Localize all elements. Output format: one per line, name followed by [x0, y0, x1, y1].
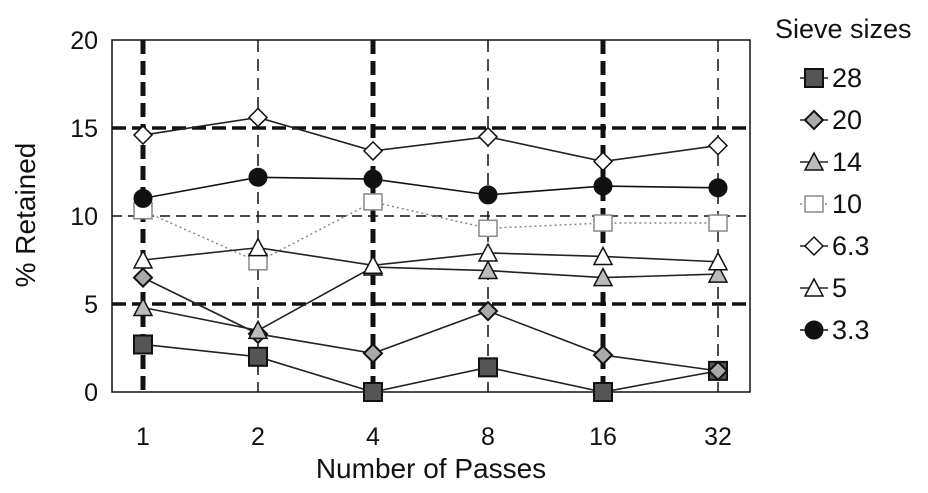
legend-label: 5 [832, 273, 847, 303]
y-tick-label: 10 [70, 203, 98, 231]
legend-label: 6.3 [832, 231, 870, 261]
data-point [707, 263, 729, 283]
x-tick-label: 32 [704, 423, 732, 451]
legend-marker [804, 68, 824, 88]
series-28 [133, 334, 728, 402]
legend-marker [804, 195, 824, 213]
series-line [142, 266, 719, 332]
y-axis-ticks: 0 5 10 15 20 [70, 27, 98, 407]
legend-label: 28 [832, 63, 862, 93]
legend: 28 20 14 10 6.3 5 3.3 [800, 63, 870, 345]
x-axis-title: Number of Passes [316, 453, 546, 484]
legend-marker [803, 151, 825, 171]
data-point [132, 267, 154, 289]
legend-marker [804, 320, 824, 340]
data-point [477, 300, 499, 322]
data-point [132, 296, 154, 317]
data-point [707, 135, 729, 156]
x-axis-ticks: 1 2 4 8 16 32 [136, 423, 732, 451]
data-point [477, 126, 499, 147]
data-point [478, 357, 498, 378]
y-tick-label: 15 [70, 115, 98, 143]
x-tick-label: 8 [481, 423, 495, 451]
data-point [707, 251, 729, 271]
legend-item: 6.3 [800, 231, 870, 261]
legend-item: 10 [800, 189, 862, 219]
legend-marker [803, 235, 825, 257]
legend-title: Sieve sizes [775, 14, 912, 44]
data-point [363, 193, 383, 211]
series-14 [132, 256, 729, 340]
series-layer [132, 107, 729, 402]
data-point [478, 185, 498, 205]
data-point [362, 140, 384, 161]
series-3-3 [133, 167, 728, 208]
data-point [248, 346, 268, 367]
legend-label: 10 [832, 189, 862, 219]
x-tick-label: 16 [589, 423, 617, 451]
series-line [142, 201, 718, 263]
data-point [247, 107, 269, 128]
series-line [142, 246, 719, 267]
data-point [477, 242, 499, 262]
data-point [363, 382, 383, 402]
y-tick-label: 0 [84, 379, 98, 407]
y-tick-label: 5 [84, 291, 98, 319]
data-point [132, 124, 154, 146]
series-line [142, 176, 719, 200]
data-point [363, 169, 383, 189]
data-point [592, 151, 614, 172]
data-point [592, 344, 614, 366]
legend-marker [803, 109, 825, 131]
legend-item: 5 [800, 273, 847, 303]
data-point [247, 237, 269, 257]
data-point [477, 259, 499, 280]
legend-item: 3.3 [800, 315, 870, 345]
legend-item: 28 [800, 63, 862, 93]
data-point [708, 214, 728, 232]
x-tick-label: 4 [366, 423, 380, 451]
series-5 [132, 237, 729, 275]
series-6-3 [132, 107, 729, 172]
data-point [248, 167, 268, 187]
x-tick-label: 2 [251, 423, 265, 451]
data-point [132, 249, 154, 269]
data-point [133, 334, 153, 355]
legend-label: 20 [832, 105, 862, 135]
data-point [707, 360, 729, 382]
series-line [142, 116, 719, 163]
data-point [708, 178, 728, 198]
legend-marker [803, 277, 825, 297]
legend-label: 3.3 [832, 315, 870, 345]
data-point [362, 254, 384, 275]
data-point [478, 219, 498, 238]
data-point [592, 245, 614, 266]
data-point [247, 319, 269, 340]
series-line [142, 276, 719, 372]
data-point [593, 214, 613, 232]
x-tick-label: 1 [136, 423, 150, 451]
legend-label: 14 [832, 147, 862, 177]
y-tick-label: 20 [70, 27, 98, 55]
plot-area-frame [111, 39, 751, 393]
data-point [593, 382, 613, 402]
data-point [592, 266, 614, 287]
y-axis-title: % Retained [10, 143, 41, 288]
data-point [362, 342, 384, 364]
series-line [142, 343, 719, 393]
data-point [593, 176, 613, 196]
data-point [133, 188, 153, 208]
legend-item: 14 [800, 147, 862, 177]
legend-item: 20 [800, 105, 862, 135]
